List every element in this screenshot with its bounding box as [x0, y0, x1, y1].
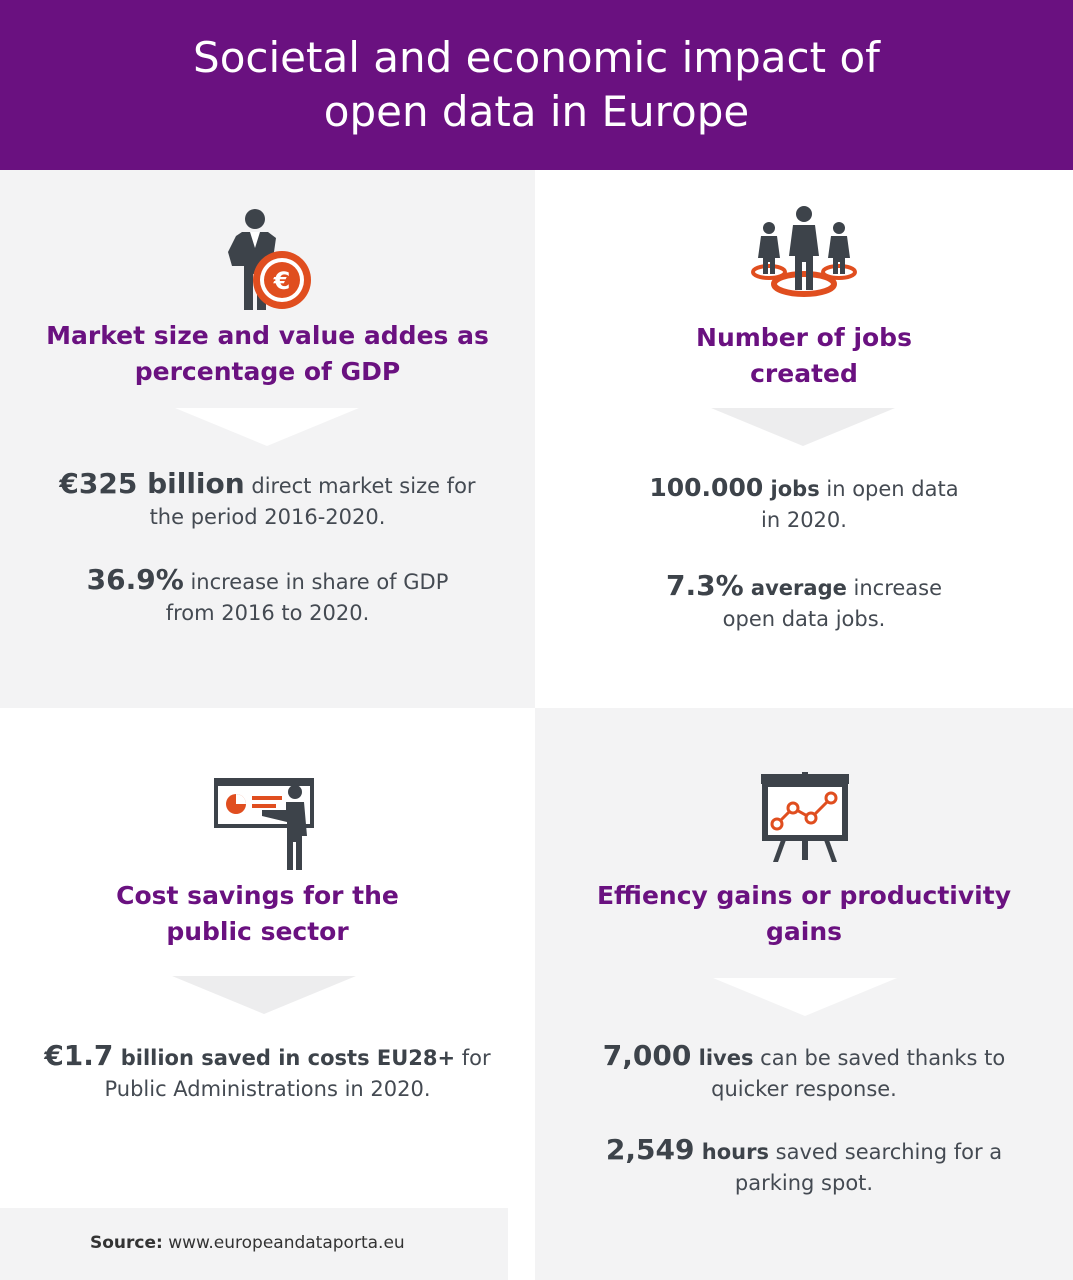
title-line-1: Societal and economic impact of: [193, 33, 880, 82]
cost-savings-panel: Cost savings for the public sector €1.7 …: [0, 708, 535, 1208]
source-label: Source:: [90, 1233, 163, 1253]
businessman-euro-icon: €: [228, 209, 311, 310]
svg-text:€: €: [273, 267, 291, 295]
down-arrow-divider: [175, 408, 359, 446]
stat-hours-saved: 2,549 hours saved searching for a parkin…: [605, 1133, 1003, 1195]
panel-title: Cost savings for the public sector: [116, 881, 399, 946]
market-size-panel: € Market size and value addes as percent…: [0, 170, 535, 708]
source-credit: Source: www.europeandataporta.eu: [90, 1233, 405, 1253]
jobs-created-panel: Number of jobs created 100.000 jobs in o…: [535, 170, 1073, 708]
source-bar: [0, 1208, 508, 1280]
panel-title: Market size and value addes as percentag…: [46, 321, 489, 386]
down-arrow-divider: [713, 978, 897, 1016]
stat-cost-savings: €1.7 billion saved in costs EU28+ for Pu…: [44, 1039, 491, 1101]
stat-gdp-share: 36.9% increase in share of GDP from 2016…: [86, 563, 449, 625]
source-url: www.europeandataporta.eu: [162, 1233, 405, 1253]
page-header: Societal and economic impact of open dat…: [0, 0, 1073, 170]
presenter-pie-chart-icon: [214, 778, 314, 870]
panel-title: Number of jobs created: [696, 323, 912, 388]
team-people-icon: [751, 206, 857, 297]
stat-market-size: €325 billion direct market size for the …: [59, 467, 476, 529]
efficiency-panel: Effiency gains or productivity gains 7,0…: [535, 708, 1073, 1280]
stat-jobs-increase: 7.3% average increase open data jobs.: [665, 569, 943, 631]
panel-title: Effiency gains or productivity gains: [596, 881, 1011, 946]
line-chart-easel-icon: [761, 772, 849, 862]
stat-jobs: 100.000 jobs in open data in 2020.: [649, 473, 959, 532]
page-title: Societal and economic impact of open dat…: [157, 31, 917, 139]
title-line-2: open data in Europe: [323, 87, 750, 136]
stat-lives-saved: 7,000 lives can be saved thanks to quick…: [602, 1039, 1006, 1101]
down-arrow-divider: [172, 976, 356, 1014]
down-arrow-divider: [711, 408, 895, 446]
